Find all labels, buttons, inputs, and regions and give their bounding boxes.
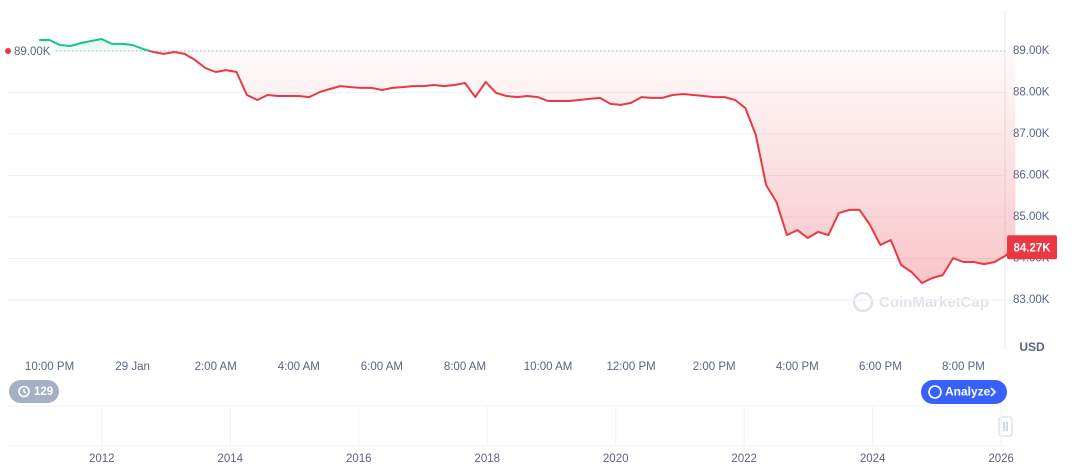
currency-label: USD [1019,340,1045,354]
navigator [8,405,1013,447]
badge-text: 129 [34,386,53,398]
baseline-dot [5,48,11,54]
y-tick-label: 89.00K [1013,45,1050,57]
area-fill [39,39,1016,283]
badge[interactable]: 129 [9,380,59,403]
x-tick-label: 29 Jan [115,361,150,373]
analyze-button[interactable]: Analyze [921,380,1007,404]
last-price-label: 84.27K [1013,242,1051,254]
x-tick-label: 6:00 PM [859,361,902,373]
y-tick-label: 88.00K [1013,87,1050,99]
baseline-tag: 89.00K [14,46,51,58]
navigator-year: 2022 [731,453,757,465]
navigator-year: 2014 [217,453,243,465]
x-tick-label: 6:00 AM [361,361,403,373]
x-tick-label: 10:00 AM [524,361,573,373]
y-tick-label: 87.00K [1013,128,1050,140]
baseline-tag-bg [12,43,54,59]
x-tick-label: 2:00 AM [195,361,237,373]
x-tick-label: 8:00 PM [942,361,985,373]
y-tick-label: 83.00K [1013,294,1050,306]
navigator-year: 2020 [603,453,629,465]
navigator-year: 2016 [346,453,372,465]
navigator-handle[interactable] [998,416,1013,437]
x-tick-label: 4:00 AM [278,361,320,373]
last-price-tag [1007,235,1057,260]
y-tick-label: 85.00K [1013,211,1050,223]
x-tick-label: 2:00 PM [693,361,736,373]
x-tick-label: 4:00 PM [776,361,819,373]
y-tick-label: 86.00K [1013,170,1050,182]
x-tick-label: 10:00 PM [25,361,74,373]
x-tick-label: 8:00 AM [444,361,486,373]
x-tick-label: 12:00 PM [607,361,656,373]
navigator-year: 2024 [860,453,886,465]
watermark: CoinMarketCap [852,291,989,313]
navigator-year: 2012 [89,453,115,465]
watermark-text: CoinMarketCap [879,294,989,311]
price-line [39,38,1017,284]
navigator-year: 2018 [474,453,500,465]
navigator-year: 2026 [988,453,1014,465]
analyze-text: Analyze [945,385,991,399]
